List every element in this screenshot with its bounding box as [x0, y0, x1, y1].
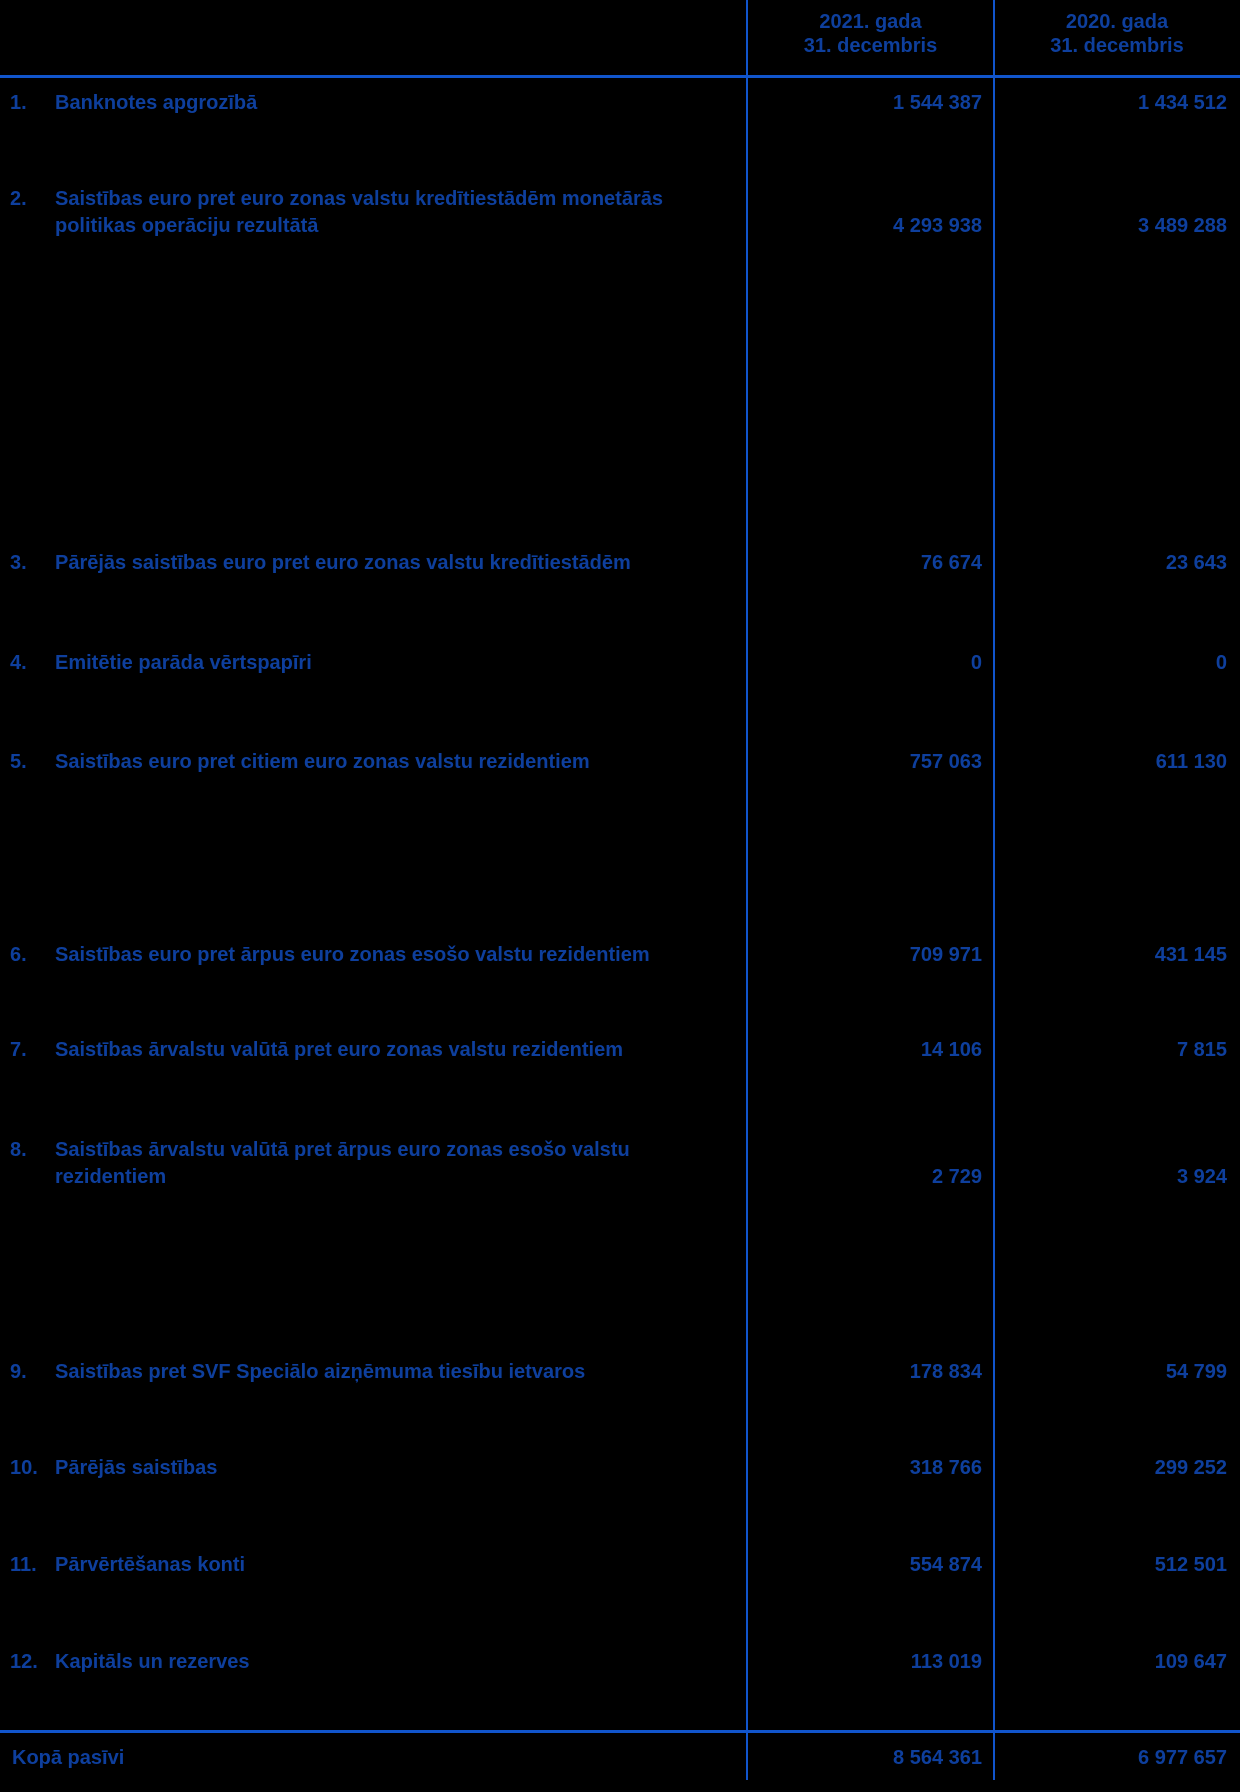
column-divider-right [993, 0, 995, 1780]
row-label: Pārējās saistības euro pret euro zonas v… [55, 552, 631, 574]
column-header-2021: 2021. gada 31. decembris [747, 10, 994, 58]
column-header-2020: 2020. gada 31. decembris [994, 10, 1240, 58]
row-label: Saistības pret SVF Speciālo aizņēmuma ti… [55, 1361, 586, 1383]
row-number: 3. [10, 552, 27, 574]
row-value-2020: 512 501 [1154, 1554, 1227, 1576]
row-number: 11. [10, 1554, 37, 1576]
row-value-2020: 7 815 [1176, 1039, 1227, 1061]
row-value-2021: 0 [970, 652, 982, 674]
row-value-2020: 431 145 [1154, 944, 1227, 966]
row-value-2020: 0 [1215, 652, 1227, 674]
row-value-2021: 14 106 [920, 1039, 982, 1061]
row-value-2020: 109 647 [1154, 1651, 1227, 1673]
row-value-2021: 178 834 [909, 1361, 982, 1383]
row-label: Pārējās saistības [55, 1457, 218, 1479]
row-label-line1: Saistības euro pret euro zonas valstu kr… [55, 188, 663, 210]
row-number: 10. [10, 1457, 38, 1479]
row-label-line1: Saistības ārvalstu valūtā pret ārpus eur… [55, 1139, 630, 1161]
row-value-2020: 3 924 [1176, 1166, 1227, 1188]
row-value-2020: 23 643 [1165, 552, 1227, 574]
row-number: 12. [10, 1651, 38, 1673]
row-number: 4. [10, 652, 27, 674]
row-value-2020: 299 252 [1154, 1457, 1227, 1479]
row-number: 6. [10, 944, 27, 966]
row-label-line2: politikas operāciju rezultātā [55, 215, 319, 237]
row-value-2021: 757 063 [909, 751, 982, 773]
row-value-2021: 4 293 938 [893, 215, 982, 237]
row-number: 9. [10, 1361, 27, 1383]
row-label: Saistības ārvalstu valūtā pret euro zona… [55, 1039, 623, 1061]
row-number: 2. [10, 188, 27, 210]
row-value-2020: 54 799 [1165, 1361, 1227, 1383]
column-header-2021-date: 31. decembris [803, 35, 938, 57]
column-header-2020-date: 31. decembris [1050, 35, 1184, 57]
row-value-2021: 318 766 [909, 1457, 982, 1479]
row-number: 8. [10, 1139, 27, 1161]
row-value-2021: 554 874 [909, 1554, 982, 1576]
total-label: Kopā pasīvi [12, 1747, 125, 1769]
row-label: Saistības euro pret ārpus euro zonas eso… [55, 944, 650, 966]
row-label: Pārvērtēšanas konti [55, 1554, 246, 1576]
row-number: 7. [10, 1039, 27, 1061]
total-value-2020: 6 977 657 [1138, 1747, 1227, 1769]
row-label: Emitētie parāda vērtspapīri [55, 652, 312, 674]
row-value-2021: 113 019 [910, 1651, 982, 1673]
row-value-2020: 1 434 512 [1138, 92, 1227, 114]
column-header-2021-year: 2021. gada [819, 11, 922, 33]
row-label: Saistības euro pret citiem euro zonas va… [55, 751, 590, 773]
row-label: Banknotes apgrozībā [55, 92, 258, 114]
header-rule [0, 75, 1240, 78]
column-divider-left [746, 0, 748, 1780]
row-value-2021: 1 544 387 [893, 92, 982, 114]
row-value-2021: 76 674 [920, 552, 982, 574]
row-label: Kapitāls un rezerves [55, 1651, 250, 1673]
column-header-2020-year: 2020. gada [1065, 11, 1169, 33]
row-label: Saistības euro pret euro zonas valstu kr… [55, 186, 705, 240]
row-value-2020: 3 489 288 [1138, 215, 1227, 237]
row-value-2020: 611 130 [1155, 751, 1227, 773]
row-value-2021: 2 729 [931, 1166, 982, 1188]
row-value-2021: 709 971 [909, 944, 982, 966]
row-number: 1. [10, 92, 27, 114]
row-number: 5. [10, 751, 27, 773]
row-label: Saistības ārvalstu valūtā pret ārpus eur… [55, 1137, 705, 1191]
total-value-2021: 8 564 361 [893, 1747, 982, 1769]
total-rule [0, 1730, 1240, 1733]
row-label-line2: rezidentiem [55, 1166, 167, 1188]
